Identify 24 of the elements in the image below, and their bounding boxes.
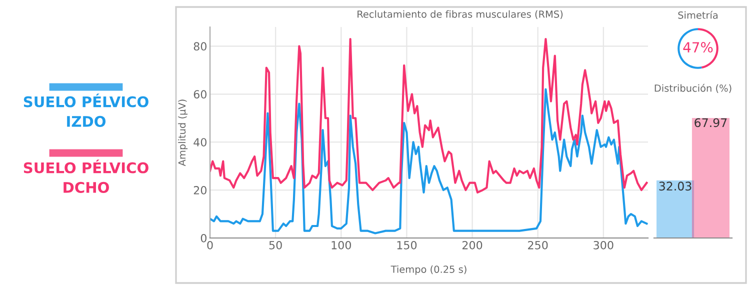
x-tick-label: 50 [269,240,282,250]
chart-title: Simetría [678,10,718,19]
x-tick-label: 200 [462,240,482,250]
y-tick-label: 60 [194,90,206,99]
chart-title: Reclutamiento de fibras musculares (RMS) [358,10,563,19]
y-tick-label: 80 [194,42,206,51]
data-label: 67.97 [694,118,727,128]
y-tick-label: 0 [200,234,206,242]
data-label: 32.03 [659,182,692,191]
y-axis-title: Amplitud (µV) [178,100,188,166]
x-tick-label: 250 [528,240,548,250]
x-tick-label: 300 [594,240,614,250]
x-tick-label: 100 [332,240,352,250]
y-tick-label: 40 [194,138,206,146]
x-tick-label: 0 [207,240,213,250]
data-label: 47% [683,42,713,53]
line-series [210,38,648,194]
legend-label: SUELO PÉLVICO DCHO [24,160,148,193]
legend-label: SUELO PÉLVICO IZDO [24,94,148,127]
x-tick-label: 150 [397,240,417,250]
chart-title: Distribución (%) [654,84,732,93]
line-series [210,88,648,234]
y-tick-label: 20 [194,186,206,194]
x-axis-title: Tiempo (0.25 s) [390,265,466,275]
